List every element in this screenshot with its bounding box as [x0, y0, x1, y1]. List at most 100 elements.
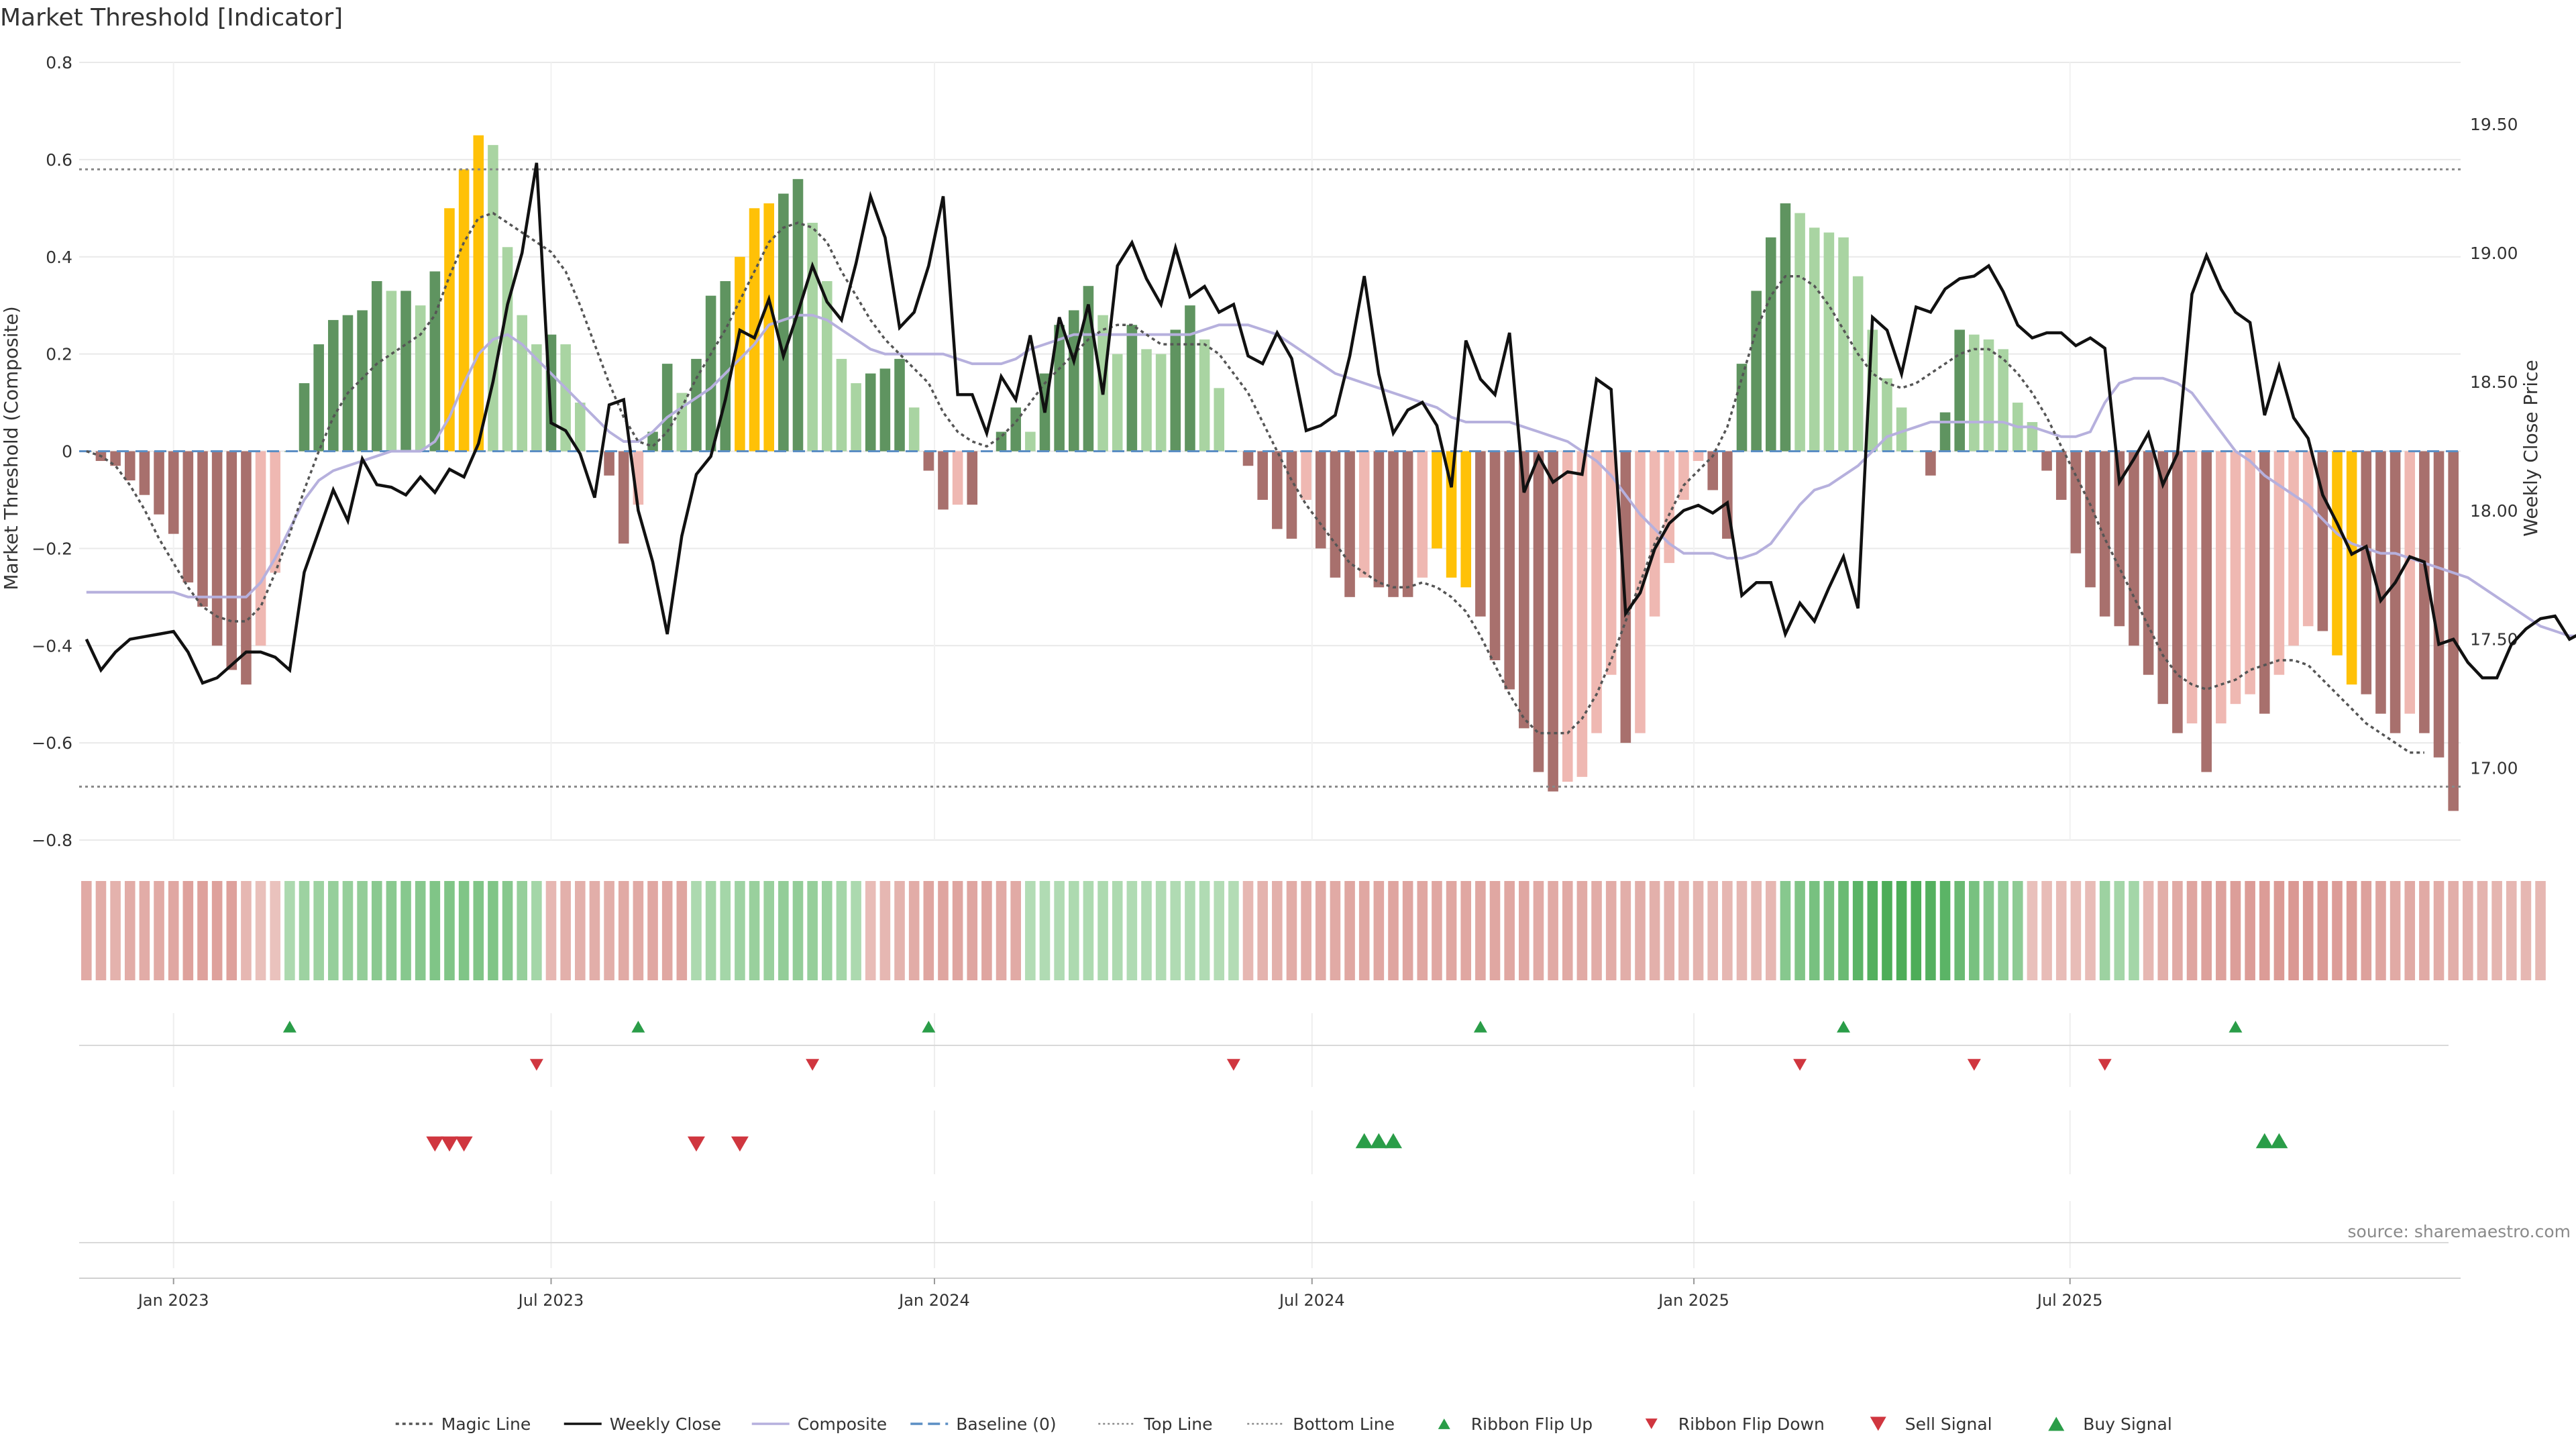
ribbon-cell — [676, 881, 688, 980]
left-tick-label: 0.8 — [46, 53, 72, 72]
composite-bar — [1983, 339, 1994, 452]
composite-bar — [996, 431, 1007, 452]
ribbon-flip-down-marker — [1967, 1059, 1981, 1071]
composite-bar — [255, 451, 266, 646]
ribbon-cell — [1228, 881, 1239, 980]
ribbon-cell — [1330, 881, 1341, 980]
composite-bar — [851, 383, 861, 452]
ribbon-cell — [1722, 881, 1733, 980]
composite-bar — [1388, 451, 1399, 597]
ribbon-cell — [1693, 881, 1704, 980]
ribbon-cell — [1068, 881, 1079, 980]
composite-bar — [473, 135, 484, 452]
composite-bar — [2186, 451, 2198, 724]
legend-swatch — [1870, 1416, 1886, 1431]
ribbon-cell — [488, 881, 498, 980]
ribbon-cell — [1358, 881, 1370, 980]
ribbon-cell — [1446, 881, 1457, 980]
buy-signal-marker — [2270, 1133, 2288, 1149]
composite-bar — [1852, 276, 1864, 452]
right-tick-label: 17.00 — [2470, 759, 2518, 778]
legend-item: Bottom Line — [1247, 1414, 1395, 1434]
composite-bar — [1155, 354, 1167, 452]
ribbon-cell — [879, 881, 891, 980]
left-tick-label: −0.4 — [32, 636, 72, 656]
composite-bar — [938, 451, 949, 510]
composite-bar — [2114, 451, 2125, 627]
composite-bar — [2259, 451, 2270, 714]
ribbon-cell — [2317, 881, 2328, 980]
composite-bar — [1751, 291, 1762, 452]
ribbon-cell — [2506, 881, 2517, 980]
ribbon-cell — [2390, 881, 2401, 980]
ribbon-cell — [1548, 881, 1558, 980]
left-tick-label: 0 — [62, 442, 72, 462]
legend-item: Magic Line — [395, 1414, 531, 1434]
composite-bar — [2216, 451, 2226, 724]
x-tick-label: Jan 2024 — [898, 1291, 970, 1310]
composite-bar — [357, 310, 368, 452]
composite-bar — [2288, 451, 2299, 646]
ribbon-cell — [1591, 881, 1602, 980]
buy-signal-marker — [1384, 1133, 1402, 1149]
legend-item: Sell Signal — [1870, 1414, 1992, 1434]
ribbon-cell — [1678, 881, 1689, 980]
ribbon-cell — [124, 881, 136, 980]
ribbon-cell — [705, 881, 716, 980]
ribbon-cell — [1983, 881, 1994, 980]
ribbon-cell — [1460, 881, 1472, 980]
ribbon-cell — [444, 881, 455, 980]
composite-bar — [2041, 451, 2052, 471]
ribbon-cell — [2302, 881, 2314, 980]
composite-bar — [1402, 451, 1413, 597]
ribbon-cell — [429, 881, 441, 980]
ribbon-cell — [1576, 881, 1588, 980]
composite-bar — [1460, 451, 1472, 588]
legend-label: Ribbon Flip Up — [1471, 1414, 1593, 1434]
ribbon-flip-up-marker — [922, 1021, 936, 1033]
ribbon-cell — [95, 881, 107, 980]
composite-bar — [2129, 451, 2139, 646]
ribbon-cell — [894, 881, 905, 980]
composite-bar — [1780, 203, 1791, 452]
ribbon-cell — [2332, 881, 2343, 980]
composite-bar — [1301, 451, 1311, 500]
composite-bar — [618, 451, 629, 544]
composite-bar — [1010, 407, 1021, 452]
composite-bar — [807, 223, 818, 452]
composite-bar — [1330, 451, 1341, 578]
ribbon-cell — [2535, 881, 2546, 980]
composite-bar — [226, 451, 237, 670]
ribbon-cell — [1315, 881, 1326, 980]
composite-bar — [778, 193, 789, 452]
ribbon-cell — [1199, 881, 1210, 980]
ribbon-cell — [2027, 881, 2038, 980]
ribbon-flip-up-marker — [631, 1021, 645, 1033]
composite-bar — [908, 407, 920, 452]
ribbon-cell — [1939, 881, 1951, 980]
ribbon-cell — [502, 881, 513, 980]
composite-bar — [575, 403, 586, 452]
composite-bar — [1794, 213, 1805, 452]
ribbon-cell — [720, 881, 731, 980]
ribbon-flip-down-marker — [529, 1059, 543, 1071]
ribbon-cell — [2259, 881, 2270, 980]
ribbon-flip-down-marker — [1226, 1059, 1240, 1071]
composite-bar — [2230, 451, 2241, 705]
composite-bar — [604, 451, 614, 476]
ribbon-cell — [1519, 881, 1529, 980]
ribbon-cell — [2055, 881, 2067, 980]
x-tick-label: Jul 2023 — [517, 1291, 584, 1310]
composite-bar — [1025, 431, 1036, 452]
chart-title: Market Threshold [Indicator] — [0, 4, 343, 32]
legend-item: Top Line — [1098, 1414, 1212, 1434]
composite-bar — [1054, 325, 1065, 452]
ribbon-cell — [81, 881, 92, 980]
legend-label: Bottom Line — [1293, 1414, 1395, 1434]
ribbon-cell — [2230, 881, 2241, 980]
ribbon-flip-down-marker — [2098, 1059, 2112, 1071]
composite-bar — [1882, 378, 1892, 452]
composite-bar — [1199, 339, 1210, 452]
composite-bar — [1475, 451, 1486, 617]
